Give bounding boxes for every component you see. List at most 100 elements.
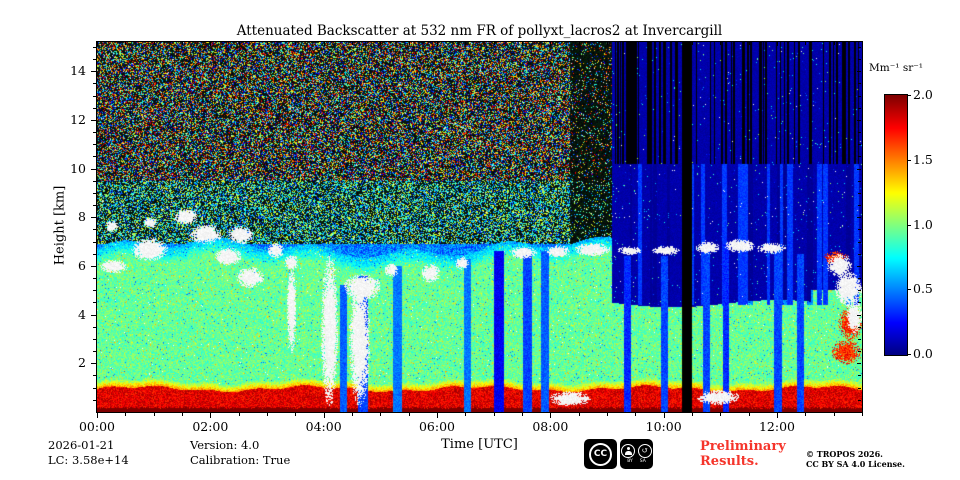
by-label: BY: [627, 459, 633, 464]
x-tick-minor: [295, 413, 297, 416]
y-tick-major-right: [857, 71, 861, 73]
x-tick-minor: [493, 413, 495, 416]
backscatter-heatmap: [97, 42, 862, 412]
y-tick-label: 12: [70, 111, 86, 127]
y-tick-minor-right: [858, 95, 861, 97]
date-label: 2026-01-21: [48, 438, 115, 452]
y-tick-minor-right: [858, 338, 861, 340]
y-tick-minor-right: [858, 253, 861, 255]
y-tick-minor: [93, 302, 96, 304]
x-tick-major-top: [323, 42, 325, 46]
y-tick-minor: [93, 278, 96, 280]
x-tick-major: [550, 413, 552, 418]
lidar-constant-label: LC: 3.58e+14: [48, 453, 129, 467]
y-tick-minor: [93, 351, 96, 353]
y-tick-minor-right: [858, 83, 861, 85]
sa-arrow-icon: ↺: [638, 444, 652, 458]
y-tick-minor-right: [858, 326, 861, 328]
y-tick-label: 6: [78, 257, 86, 273]
y-tick-major: [91, 314, 96, 316]
x-tick-minor: [238, 413, 240, 416]
y-tick-major: [91, 168, 96, 170]
by-person-icon: [621, 444, 635, 458]
x-tick-minor-top: [295, 42, 297, 45]
x-tick-major: [97, 413, 98, 418]
y-tick-minor: [93, 156, 96, 158]
colorbar-tick: [907, 354, 911, 355]
plot-area: [96, 41, 863, 413]
x-tick-minor-top: [748, 42, 750, 45]
colorbar-unit-label: Mm⁻¹ sr⁻¹: [869, 62, 923, 74]
y-tick-major: [91, 71, 96, 73]
x-tick-minor-top: [465, 42, 467, 45]
y-tick-minor: [93, 253, 96, 255]
y-tick-minor-right: [858, 144, 861, 146]
preliminary-results-label: Preliminary Results.: [700, 439, 786, 469]
y-tick-major: [91, 265, 96, 267]
x-tick-minor: [408, 413, 410, 416]
y-tick-major-right: [857, 217, 861, 219]
chart-title: Attenuated Backscatter at 532 nm FR of p…: [236, 23, 723, 39]
y-tick-minor-right: [858, 59, 861, 61]
x-tick-minor-top: [408, 42, 410, 45]
y-tick-minor-right: [858, 375, 861, 377]
x-tick-major: [323, 413, 325, 418]
x-tick-minor-top: [805, 42, 807, 45]
x-tick-major-top: [97, 42, 98, 46]
colorbar-tick-label: 1.5: [913, 151, 933, 167]
y-tick-minor: [93, 399, 96, 401]
x-tick-minor: [522, 413, 523, 416]
x-tick-label: 12:00: [758, 419, 796, 434]
y-tick-minor: [93, 326, 96, 328]
x-tick-label: 08:00: [532, 419, 569, 434]
x-tick-major: [210, 413, 212, 418]
cc-icon: CC: [589, 442, 612, 466]
x-tick-minor-top: [125, 42, 127, 45]
y-tick-major: [91, 363, 96, 365]
y-tick-minor-right: [858, 387, 861, 389]
x-tick-minor: [635, 413, 637, 416]
y-tick-minor: [93, 144, 96, 146]
y-tick-minor: [93, 46, 96, 48]
x-tick-minor: [352, 413, 353, 416]
x-tick-minor: [720, 413, 722, 416]
y-tick-minor: [93, 180, 96, 182]
x-tick-minor: [578, 413, 580, 416]
y-tick-minor: [93, 132, 96, 134]
y-tick-major-right: [857, 314, 861, 316]
y-tick-label: 8: [78, 209, 86, 225]
colorbar-tick-label: 1.0: [913, 216, 933, 232]
x-tick-minor: [182, 413, 183, 416]
x-axis-label: Time [UTC]: [441, 437, 518, 452]
y-tick-minor-right: [858, 351, 861, 353]
x-tick-minor-top: [238, 42, 240, 45]
x-tick-major-top: [550, 42, 552, 46]
y-tick-minor-right: [858, 180, 861, 182]
x-tick-minor: [862, 413, 863, 416]
y-tick-minor-right: [858, 290, 861, 292]
colorbar-tick: [907, 159, 911, 161]
colorbar-tick: [907, 224, 911, 226]
y-axis-label: Height [km]: [52, 185, 68, 266]
x-tick-major-top: [437, 42, 438, 46]
x-tick-minor: [380, 413, 382, 416]
x-tick-minor-top: [862, 42, 863, 45]
cc-logo: CC: [584, 439, 617, 469]
y-tick-minor: [93, 59, 96, 61]
y-tick-minor: [93, 107, 96, 109]
y-tick-label: 14: [70, 63, 86, 79]
x-tick-minor-top: [153, 42, 155, 45]
y-tick-minor-right: [858, 399, 861, 401]
y-tick-major: [91, 119, 96, 121]
colorbar-tick-label: 2.0: [913, 87, 933, 102]
y-tick-minor: [93, 338, 96, 340]
x-tick-minor: [805, 413, 807, 416]
colorbar-tick-label: 0.5: [913, 281, 933, 297]
x-tick-minor: [465, 413, 467, 416]
cc-license-badge: CC ↺ BY SA: [584, 439, 653, 469]
y-tick-minor-right: [858, 132, 861, 134]
y-tick-minor-right: [858, 46, 861, 48]
x-tick-major: [777, 413, 778, 418]
y-tick-minor-right: [858, 205, 861, 207]
